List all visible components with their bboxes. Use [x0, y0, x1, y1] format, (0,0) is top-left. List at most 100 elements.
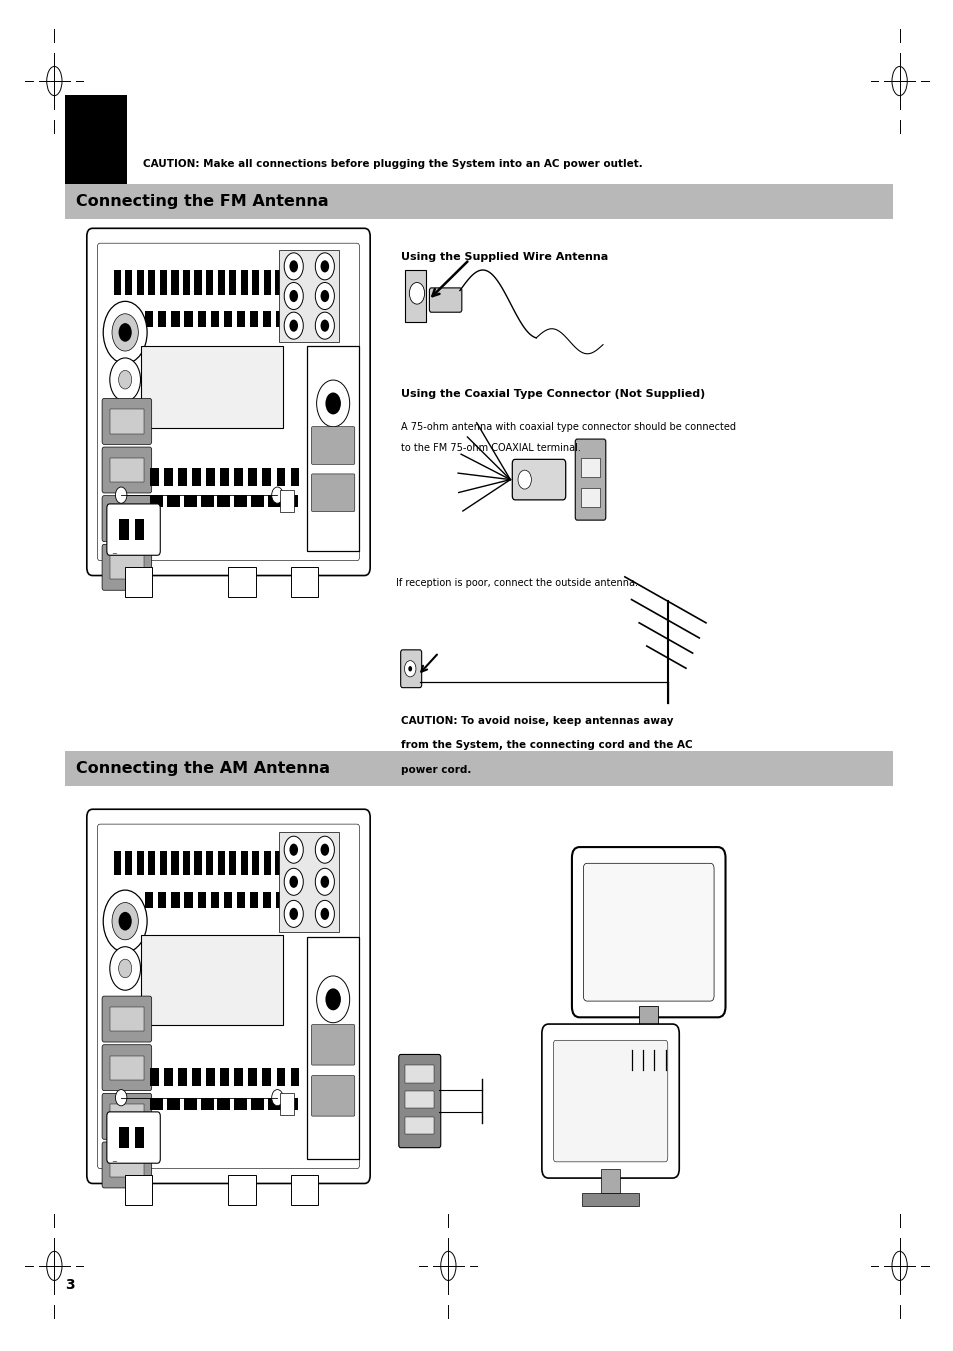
Bar — [167, 496, 179, 507]
Bar — [125, 270, 132, 295]
Bar — [290, 311, 297, 327]
FancyBboxPatch shape — [312, 427, 355, 465]
Circle shape — [315, 312, 335, 339]
Bar — [251, 1097, 264, 1111]
Bar — [224, 311, 232, 327]
Bar — [113, 851, 121, 875]
Bar — [263, 851, 271, 875]
Bar — [220, 469, 229, 486]
Text: ~: ~ — [112, 551, 117, 558]
FancyBboxPatch shape — [107, 1112, 160, 1163]
Bar — [145, 892, 153, 908]
Circle shape — [272, 488, 283, 504]
Bar — [110, 555, 144, 580]
FancyBboxPatch shape — [572, 847, 724, 1017]
Bar — [110, 1152, 144, 1177]
Bar — [291, 1067, 299, 1086]
Bar — [125, 1175, 152, 1205]
Bar — [158, 311, 166, 327]
Bar — [150, 469, 158, 486]
Circle shape — [272, 1089, 283, 1105]
Circle shape — [284, 869, 303, 896]
Bar — [268, 496, 281, 507]
FancyBboxPatch shape — [312, 474, 355, 512]
Circle shape — [320, 290, 329, 303]
Bar — [134, 519, 144, 540]
Bar — [184, 311, 193, 327]
Bar — [200, 1097, 213, 1111]
Bar — [110, 1055, 144, 1079]
Bar — [172, 892, 179, 908]
Bar — [581, 1193, 639, 1206]
FancyBboxPatch shape — [541, 1024, 679, 1178]
Circle shape — [315, 836, 335, 863]
Circle shape — [103, 890, 147, 952]
Bar — [110, 1104, 144, 1128]
Bar — [136, 270, 144, 295]
Circle shape — [118, 912, 132, 931]
Text: ~: ~ — [112, 1159, 117, 1166]
Circle shape — [284, 836, 303, 863]
Bar — [229, 567, 255, 597]
Bar — [229, 1175, 255, 1205]
FancyBboxPatch shape — [107, 504, 160, 555]
Bar — [141, 346, 282, 428]
Bar — [125, 567, 152, 597]
Bar — [119, 519, 129, 540]
Bar — [291, 1175, 318, 1205]
Bar — [194, 270, 201, 295]
Circle shape — [118, 959, 132, 978]
Bar — [287, 851, 294, 875]
Bar — [183, 851, 190, 875]
Bar — [405, 1092, 434, 1108]
Bar — [285, 1097, 298, 1111]
Circle shape — [325, 393, 340, 415]
Text: CAUTION: To avoid noise, keep antennas away: CAUTION: To avoid noise, keep antennas a… — [400, 716, 673, 725]
Bar — [405, 1065, 434, 1084]
Circle shape — [110, 358, 140, 401]
Circle shape — [118, 370, 132, 389]
Bar — [234, 469, 243, 486]
Bar — [639, 1006, 658, 1036]
Bar — [280, 1093, 294, 1115]
Bar — [159, 851, 167, 875]
Circle shape — [320, 875, 329, 888]
Circle shape — [289, 261, 297, 273]
FancyBboxPatch shape — [87, 228, 370, 576]
Bar — [580, 458, 599, 477]
Bar — [119, 1127, 129, 1148]
Bar — [248, 469, 257, 486]
FancyBboxPatch shape — [97, 243, 359, 561]
Bar — [276, 1067, 285, 1086]
Circle shape — [284, 253, 303, 280]
Bar — [206, 1067, 214, 1086]
Circle shape — [315, 253, 335, 280]
Bar — [291, 469, 299, 486]
Circle shape — [284, 282, 303, 309]
Bar — [619, 1036, 677, 1050]
Text: to the FM 75-ohm COAXIAL terminal.: to the FM 75-ohm COAXIAL terminal. — [400, 443, 580, 453]
Bar — [141, 935, 282, 1025]
Bar — [262, 469, 271, 486]
Bar — [192, 1067, 201, 1086]
Bar — [263, 311, 272, 327]
FancyBboxPatch shape — [102, 399, 152, 444]
Circle shape — [320, 320, 329, 332]
Bar — [206, 469, 214, 486]
Bar — [229, 851, 236, 875]
Bar — [248, 1067, 257, 1086]
Circle shape — [289, 290, 297, 303]
Bar — [65, 751, 892, 786]
Circle shape — [118, 323, 132, 342]
Bar — [251, 496, 264, 507]
FancyBboxPatch shape — [553, 1040, 667, 1162]
Bar — [200, 496, 213, 507]
Circle shape — [517, 470, 531, 489]
Text: Using the Coaxial Type Connector (Not Supplied): Using the Coaxial Type Connector (Not Su… — [400, 389, 704, 399]
Bar — [307, 938, 358, 1159]
Bar — [206, 270, 213, 295]
Bar — [113, 270, 121, 295]
Bar — [125, 851, 132, 875]
Circle shape — [315, 282, 335, 309]
Bar — [183, 496, 196, 507]
